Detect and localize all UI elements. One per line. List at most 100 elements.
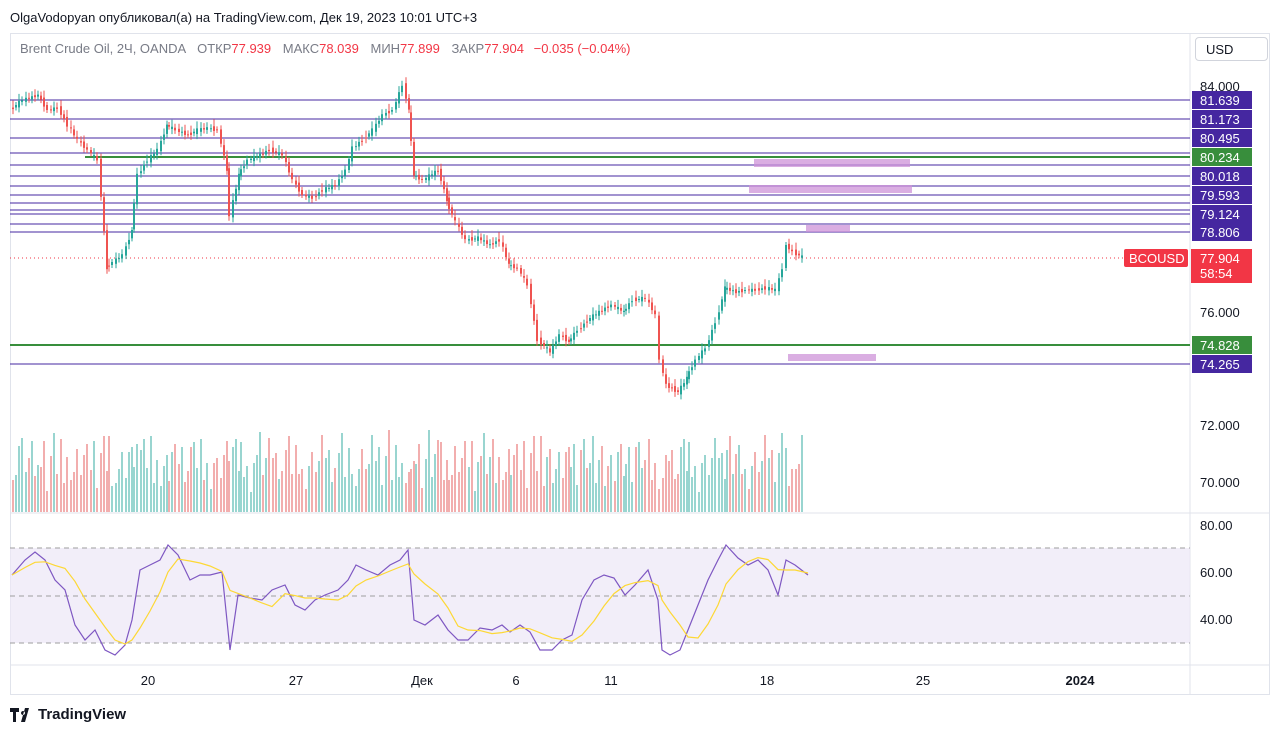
volume-bar [788,486,790,512]
candle-body [641,296,643,302]
candle-body [131,230,133,239]
candle-body [328,187,330,189]
candle-body [671,387,673,389]
level-tag [1192,205,1252,223]
candle-body [688,371,690,380]
candle-body [150,155,152,163]
volume-bar [665,455,667,512]
candle-body [526,278,528,286]
candle-body [395,102,397,110]
candle-body [168,125,170,127]
candle-body [568,339,570,342]
volume-bar [256,455,258,512]
volume-bar [764,435,766,512]
volume-bar [443,480,445,512]
volume-bar [268,438,270,512]
candle-body [443,181,445,190]
level-tag [1192,129,1252,147]
volume-bar [617,452,619,512]
candle-body [576,330,578,333]
candle-body [66,116,68,127]
candle-body [60,106,62,115]
candle-body [523,276,525,278]
zone-box [806,225,850,232]
level-tag [1192,336,1252,354]
candle-body [243,166,245,169]
candle-body [375,123,377,132]
candle-body [171,126,173,130]
level-label: 80.495 [1200,131,1240,146]
time-tick: 2024 [1066,673,1096,688]
volume-bar [150,436,152,512]
volume-bar [718,458,720,512]
candle-body [315,196,317,198]
candle-body [15,105,17,108]
candle-body [798,253,800,256]
publisher-line: OlgaVodopyan опубликовал(а) на TradingVi… [10,10,478,25]
volume-bar [163,466,165,512]
volume-bar [246,466,248,512]
candle-body [226,155,228,171]
volume-bar [288,436,290,512]
candle-body [628,303,630,310]
candle-body [43,97,45,107]
level-label: 80.234 [1200,150,1240,165]
volume-bar [513,455,515,512]
candle-body [265,150,267,155]
candle-body [321,190,323,192]
volume-bar [100,453,102,512]
volume-bar [677,474,679,512]
volume-bar [206,463,208,512]
level-label: 79.593 [1200,188,1240,203]
volume-bar [275,453,277,512]
volume-bar [680,447,682,512]
candle-body [601,310,603,312]
candle-body [440,168,442,181]
volume-bar [216,458,218,512]
volume-bar [408,472,410,512]
candle-body [437,170,439,172]
time-tick: 11 [604,673,618,688]
level-label: 81.639 [1200,93,1240,108]
candle-body [21,100,23,102]
candle-body [103,197,105,232]
volume-bar [691,477,693,512]
volume-bar [108,436,110,512]
candle-body [46,105,48,110]
volume-bar [391,480,393,512]
volume-bar [701,463,703,512]
footer-brand[interactable]: TradingView [10,706,126,723]
volume-bar [570,467,572,512]
candle-body [86,147,88,150]
volume-bar [565,452,567,512]
candle-body [708,340,710,347]
candle-body [174,127,176,131]
volume-bar [178,464,180,512]
candle-body [368,133,370,137]
volume-bar [415,464,417,512]
candle-body [187,134,189,136]
level-tag [1192,110,1252,128]
candle-body [510,265,512,267]
volume-bar [592,436,594,512]
symbol-tag [1124,249,1188,267]
tradingview-logo-icon [10,707,29,722]
candle-body [93,155,95,157]
volume-bar [607,466,609,512]
volume-bar [774,482,776,512]
currency-button[interactable]: USD [1195,37,1268,61]
candle-body [308,195,310,198]
volume-bar [546,457,548,512]
candle-body [311,195,313,199]
volume-bar [405,483,407,512]
rsi-tick: 60.00 [1200,565,1233,580]
symbol-label: Brent Crude Oil, 2Ч, OANDA [20,41,186,56]
countdown: 58:54 [1200,266,1233,281]
level-tag [1192,167,1252,185]
candle-body [598,310,600,316]
candle-body [288,162,290,173]
candle-body [83,141,85,148]
volume-bar [761,461,763,512]
volume-bar [365,469,367,512]
